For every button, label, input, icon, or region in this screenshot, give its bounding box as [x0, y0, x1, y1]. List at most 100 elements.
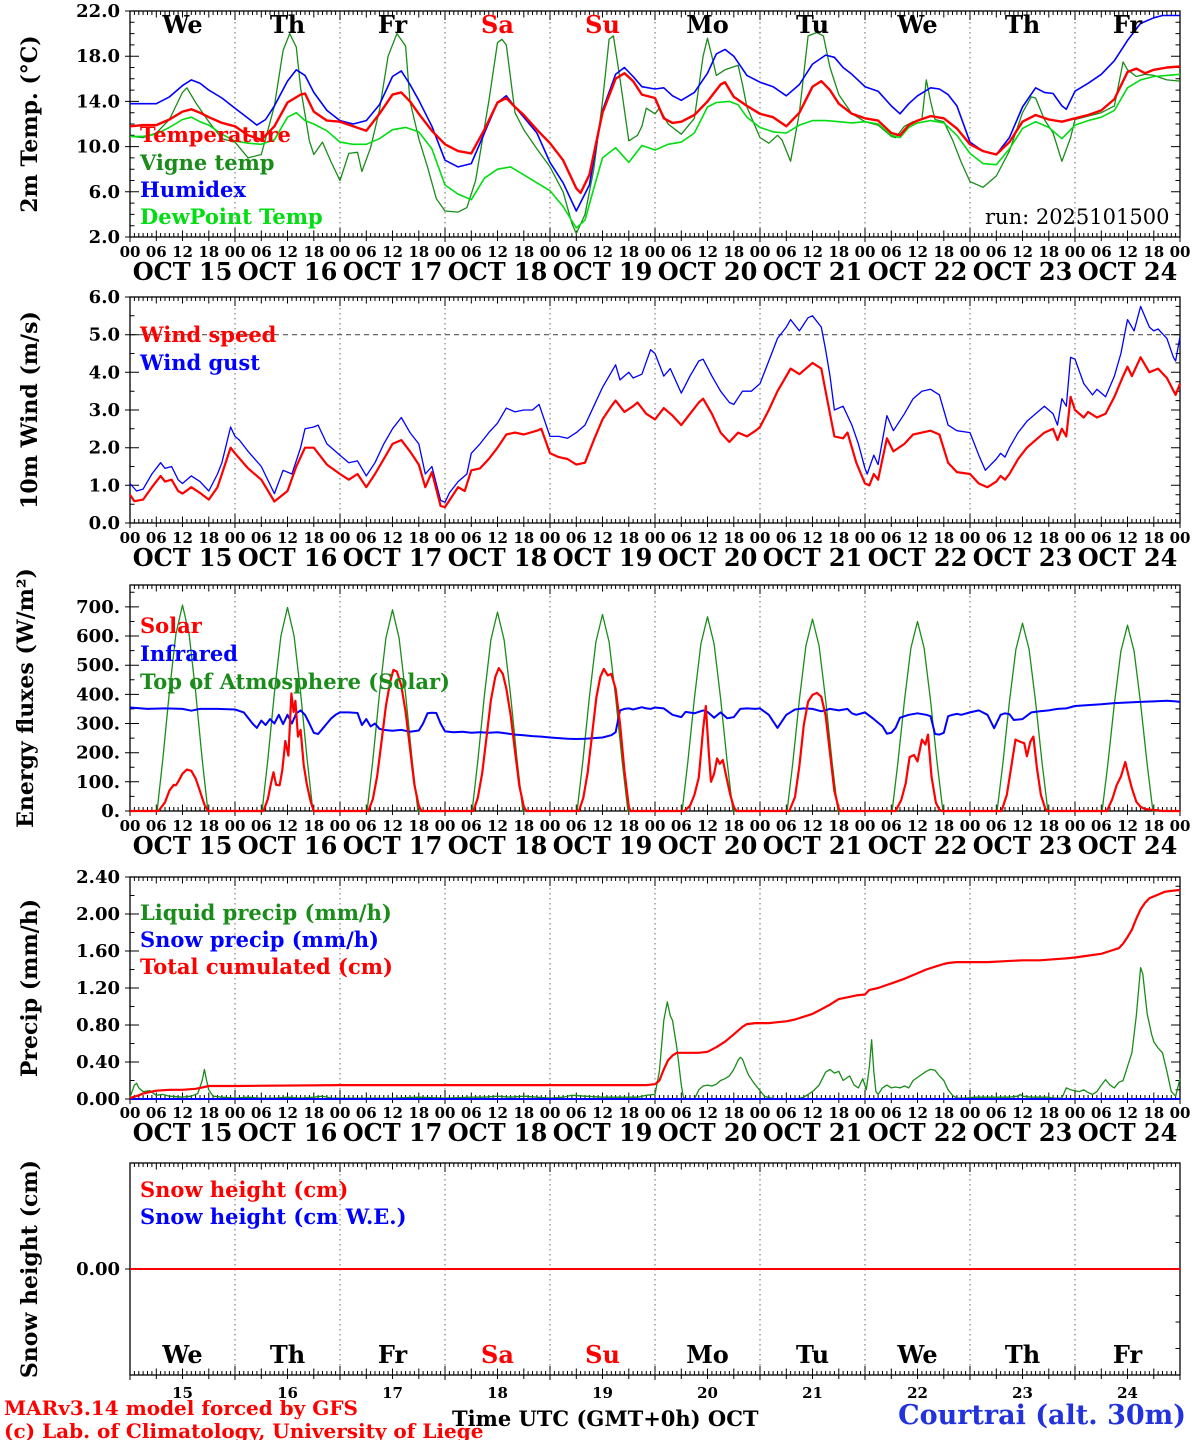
hour-tick-label: 00	[330, 817, 351, 835]
hour-tick-label: 18	[408, 817, 429, 835]
hour-tick-label: 06	[671, 817, 692, 835]
hour-tick-label: 06	[1091, 529, 1112, 547]
y-axis-title-precip: Precip (mm/h)	[17, 898, 43, 1078]
hour-tick-label: 00	[1065, 1104, 1086, 1122]
hour-tick-label: 12	[1012, 817, 1033, 835]
day-gridlines	[234, 586, 1076, 810]
hour-tick-label: 00	[855, 1104, 876, 1122]
legend-temp-2: Humidex	[140, 177, 246, 202]
hour-tick-label: 00	[960, 529, 981, 547]
day-name-label: Mo	[686, 1340, 729, 1369]
y-tick-label: 6.0	[89, 182, 120, 203]
y-tick-label: 5.0	[89, 325, 120, 346]
day-name-label: Su	[585, 10, 620, 39]
hour-tick-label: 18	[723, 1104, 744, 1122]
hour-tick-label: 00	[645, 529, 666, 547]
hour-tick-label: 12	[592, 1104, 613, 1122]
hour-tick-label: 18	[1143, 817, 1164, 835]
hour-tick-label: 18	[303, 529, 324, 547]
hour-tick-label: 12	[277, 243, 298, 261]
y-tick-label: 100.	[76, 772, 120, 793]
hour-tick-label: 00	[225, 817, 246, 835]
hour-tick-label: 12	[802, 529, 823, 547]
hour-tick-label: 06	[671, 529, 692, 547]
date-label: OCT 22	[868, 257, 968, 286]
hour-tick-label: 00	[645, 1104, 666, 1122]
y-tick-label: 600.	[76, 626, 120, 647]
hour-tick-label: 18	[513, 1104, 534, 1122]
y-tick-label: 2.00	[76, 904, 120, 925]
date-label: OCT 16	[238, 831, 338, 860]
hour-tick-label: 12	[802, 1104, 823, 1122]
date-label: OCT 16	[238, 257, 338, 286]
hour-tick-label: 00	[855, 529, 876, 547]
day-name-label: We	[161, 10, 202, 39]
hour-tick-label: 06	[1091, 1104, 1112, 1122]
day-name-label: Fr	[1113, 10, 1143, 39]
hour-tick-label: 18	[933, 243, 954, 261]
plot-frame	[129, 296, 1181, 524]
hour-tick-label: 12	[697, 243, 718, 261]
y-axis-title-snow: Snow height (cm)	[17, 1159, 43, 1379]
hour-tick-label: 18	[1143, 529, 1164, 547]
hour-tick-label: 06	[881, 817, 902, 835]
legend-temp-1: Vigne temp	[139, 150, 275, 175]
hour-tick-label: 12	[697, 1104, 718, 1122]
hour-tick-label: 06	[1091, 243, 1112, 261]
day-name-label: Th	[1005, 10, 1040, 39]
date-label: OCT 23	[973, 1118, 1073, 1147]
hour-tick-label: 12	[277, 817, 298, 835]
date-label: OCT 19	[553, 543, 653, 572]
day-name-label: We	[896, 10, 937, 39]
hour-tick-label: 18	[618, 243, 639, 261]
hour-tick-label: 06	[356, 817, 377, 835]
station-label: Courtrai (alt. 30m)	[898, 1400, 1186, 1431]
hour-tick-label: 12	[592, 243, 613, 261]
date-label: OCT 24	[1078, 831, 1178, 860]
hour-tick-label: 12	[1117, 1104, 1138, 1122]
date-label: OCT 23	[973, 831, 1073, 860]
legend-precip-0: Liquid precip (mm/h)	[140, 900, 392, 925]
panel-flux: 0. 100. 200. 300. 400. 500. 600. 700. Solar Infra…	[76, 584, 1190, 860]
hour-tick-label: 00	[1065, 817, 1086, 835]
day-number-label: 23	[1012, 1384, 1033, 1402]
hour-tick-label: 00	[1170, 529, 1191, 547]
hour-tick-label: 18	[828, 529, 849, 547]
legend-flux-0: Solar	[140, 613, 203, 638]
day-gridlines	[234, 298, 1076, 522]
hour-tick-label: 18	[198, 243, 219, 261]
y-tick-label: 1.0	[89, 475, 120, 496]
date-label: OCT 24	[1078, 257, 1178, 286]
hour-tick-label: 00	[435, 243, 456, 261]
hour-tick-label: 12	[487, 1104, 508, 1122]
day-name-label: Tu	[796, 10, 829, 39]
day-number-label: 19	[592, 1384, 613, 1402]
hour-tick-label: 00	[960, 243, 981, 261]
hour-tick-label: 00	[540, 243, 561, 261]
hour-tick-label: 00	[1065, 529, 1086, 547]
hour-tick-label: 18	[828, 1104, 849, 1122]
date-label: OCT 18	[448, 543, 548, 572]
hour-tick-label: 00	[330, 243, 351, 261]
date-label: OCT 19	[553, 1118, 653, 1147]
legend-snow-1: Snow height (cm W.E.)	[140, 1204, 407, 1229]
hour-tick-label: 12	[592, 817, 613, 835]
hour-tick-label: 06	[461, 817, 482, 835]
hour-tick-label: 00	[960, 1104, 981, 1122]
legend-wind-1: Wind gust	[139, 350, 260, 375]
hour-tick-label: 00	[750, 817, 771, 835]
y-tick-label: 1.20	[76, 978, 120, 999]
hour-tick-label: 18	[618, 529, 639, 547]
legend-flux-2: Top of Atmosphere (Solar)	[140, 669, 450, 694]
date-label: OCT 22	[868, 1118, 968, 1147]
hour-tick-label: 06	[671, 1104, 692, 1122]
date-label: OCT 24	[1078, 543, 1178, 572]
hour-tick-label: 00	[435, 1104, 456, 1122]
hour-tick-label: 12	[1117, 529, 1138, 547]
y-tick-label: 0.80	[76, 1015, 120, 1036]
date-label: OCT 17	[343, 543, 443, 572]
y-tick-label: 2.0	[89, 227, 120, 248]
hour-tick-label: 00	[330, 529, 351, 547]
hour-tick-label: 06	[146, 817, 167, 835]
